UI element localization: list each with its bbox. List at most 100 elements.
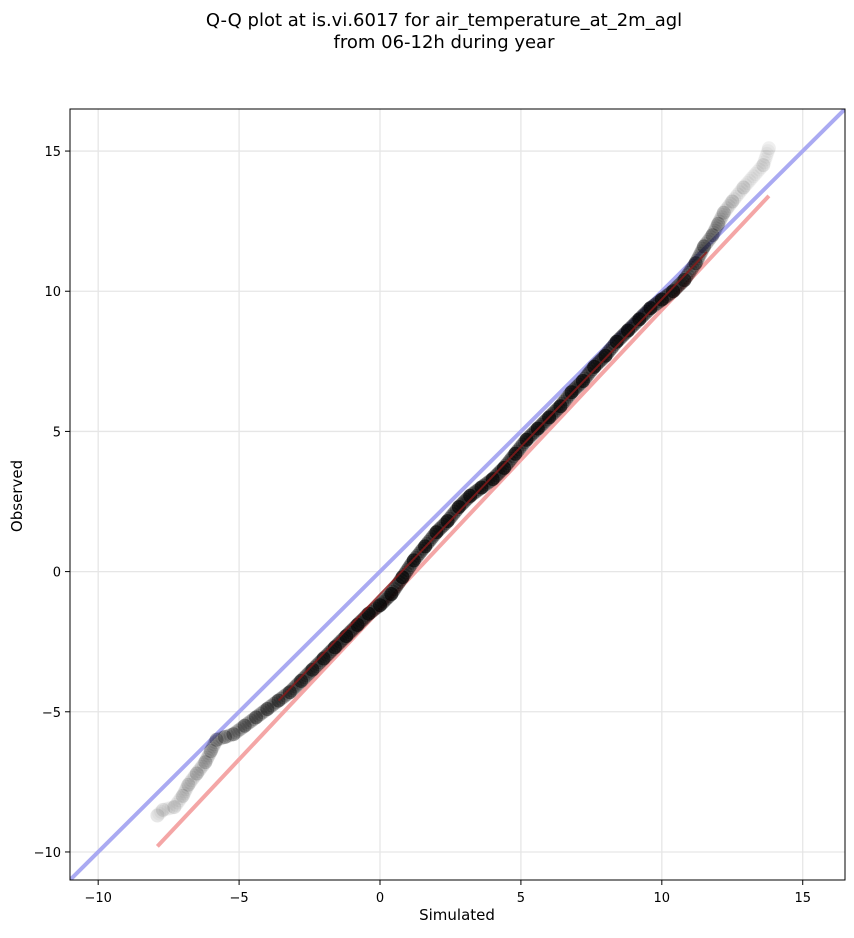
qq-point-fill: [264, 698, 279, 713]
qq-point-fill: [294, 673, 309, 688]
qq-point-fill: [175, 788, 190, 803]
qq-point-fill: [237, 718, 252, 733]
qq-point-fill: [303, 664, 318, 679]
qq-point: [643, 301, 658, 316]
qq-point-fill: [199, 753, 214, 767]
qq-point-fill: [205, 741, 219, 756]
qq-point-fill: [198, 755, 213, 770]
qq-point-fill: [698, 237, 713, 252]
qq-point: [156, 802, 170, 817]
qq-point-fill: [312, 655, 327, 670]
qq-point: [697, 239, 712, 254]
qq-point-fill: [172, 793, 187, 808]
qq-point-fill: [278, 688, 293, 703]
qq-point: [218, 730, 232, 744]
grid-lines: [70, 109, 845, 880]
qq-point-fill: [721, 199, 736, 213]
qq-point: [666, 284, 681, 299]
qq-point-fill: [231, 723, 245, 738]
qq-point-fill: [180, 779, 195, 794]
qq-point: [150, 808, 165, 823]
qq-point-fill: [708, 221, 723, 236]
qq-point-fill: [200, 750, 215, 765]
qq-point-fill: [262, 700, 277, 715]
x-tick-label-1: −5: [230, 891, 249, 906]
qq-point-fill: [727, 192, 742, 207]
qq-point-fill: [209, 732, 224, 747]
qq-point-fill: [235, 720, 250, 735]
qq-point-fill: [255, 705, 270, 720]
qq-point-fill: [705, 228, 720, 243]
qq-point-fill: [164, 800, 179, 815]
qq-point-fill: [725, 194, 740, 209]
qq-point-fill: [703, 230, 718, 245]
qq-point-fill: [679, 270, 693, 285]
qq-point-fill: [689, 253, 704, 268]
qq-point: [463, 488, 478, 503]
qq-point-fill: [723, 196, 738, 211]
qq-point-fill: [258, 703, 272, 718]
qq-point-fill: [740, 176, 755, 190]
qq-point-fill: [314, 653, 329, 668]
qq-point-fill: [296, 672, 310, 687]
qq-point-fill: [203, 744, 218, 758]
axis-ticks: −10 −5 0 5 10 15 −10 −5 0 5 10 15: [34, 145, 811, 906]
qq-point-fill: [207, 737, 222, 752]
qq-point-fill: [677, 273, 692, 287]
qq-point-fill: [711, 216, 726, 231]
qq-point-fill: [170, 795, 185, 810]
qq-point-fill: [218, 730, 232, 744]
qq-point: [609, 334, 624, 349]
qq-point-fill: [280, 686, 295, 701]
qq-point: [361, 606, 376, 621]
qq-point-fill: [700, 234, 715, 249]
qq-point-fill: [282, 685, 297, 700]
qq-point-fill: [292, 675, 307, 690]
qq-point: [384, 587, 399, 601]
qq-point: [203, 744, 218, 758]
qq-point-fill: [742, 173, 757, 188]
qq-point-fill: [716, 205, 731, 220]
qq-point: [316, 651, 331, 666]
qq-point-fill: [697, 239, 712, 254]
x-tick-label-3: 5: [517, 891, 525, 906]
y-tick-label-0: −10: [34, 846, 61, 861]
chart-title-line-1: Q-Q plot at is.vi.6017 for air_temperatu…: [206, 10, 682, 31]
y-tick-label-2: 0: [53, 566, 61, 581]
qq-point-fill: [260, 702, 275, 716]
qq-point-fill: [208, 735, 223, 750]
qq-point-fill: [251, 708, 266, 723]
qq-point: [181, 777, 196, 792]
qq-point: [451, 500, 466, 515]
x-axis-label: Simulated: [419, 906, 495, 924]
qq-point-fill: [316, 651, 331, 666]
qq-point-fill: [693, 246, 708, 261]
qq-point: [716, 205, 731, 220]
qq-point: [350, 617, 365, 632]
plot-area: [70, 109, 845, 880]
qq-point-fill: [715, 208, 730, 222]
qq-point-fill: [223, 728, 238, 743]
qq-point-fill: [179, 782, 194, 797]
qq-point-fill: [311, 657, 325, 672]
qq-point-fill: [734, 182, 749, 197]
qq-point-fill: [738, 178, 753, 193]
qq-point-fill: [682, 265, 697, 280]
qq-point-fill: [189, 766, 204, 781]
qq-point-fill: [201, 748, 216, 763]
qq-point-fill: [299, 668, 314, 683]
qq-point-fill: [178, 784, 192, 799]
qq-point-fill: [184, 773, 199, 788]
qq-point: [429, 525, 444, 540]
qq-point: [598, 348, 613, 363]
qq-point-fill: [318, 649, 333, 664]
qq-point-fill: [680, 268, 695, 283]
y-tick-label-1: −5: [42, 706, 61, 721]
qq-point-fill: [167, 800, 182, 815]
x-tick-label-0: −10: [84, 891, 111, 906]
qq-point-fill: [713, 212, 728, 227]
chart-title-line-2: from 06-12h during year: [334, 32, 556, 53]
qq-point-fill: [729, 189, 743, 204]
qq-point-fill: [714, 210, 729, 225]
